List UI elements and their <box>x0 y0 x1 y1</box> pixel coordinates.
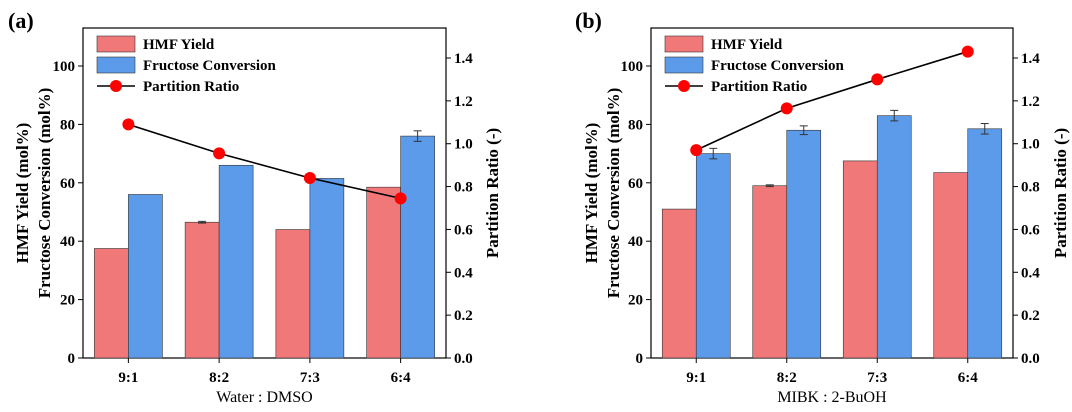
bar-hmf-yield <box>275 229 311 359</box>
x-axis-title: MIBK : 2-BuOH <box>777 389 887 406</box>
y2-tick-label: 0.4 <box>1021 265 1040 281</box>
partition-ratio-point <box>690 144 703 157</box>
x-tick-label: 6:4 <box>391 370 411 386</box>
y2-tick-label: 0.6 <box>1021 222 1040 238</box>
y2-tick-label: 1.4 <box>454 51 473 67</box>
y2-tick-label: 0.2 <box>1021 308 1040 324</box>
bar-fructose-conversion <box>786 129 822 359</box>
y-axis-title: Fructose Conversion (mol%) <box>35 88 54 299</box>
legend-swatch <box>664 56 704 74</box>
panel-label: (b) <box>575 8 602 33</box>
y2-tick-label: 0.4 <box>454 265 473 281</box>
partition-ratio-line <box>695 50 968 151</box>
y-tick-label: 80 <box>60 117 75 133</box>
partition-ratio-point <box>871 73 884 86</box>
y2-axis-title: Partition Ratio (-) <box>483 128 502 258</box>
bar-hmf-yield <box>661 208 697 359</box>
y2-tick-label: 0.0 <box>454 351 473 367</box>
bar-fructose-conversion <box>695 153 731 359</box>
y-tick-label: 100 <box>621 59 644 75</box>
y-tick-label: 0 <box>636 351 644 367</box>
legend-swatch <box>96 56 136 74</box>
partition-ratio-point <box>961 45 974 58</box>
x-tick-label: 8:2 <box>209 370 229 386</box>
bar-fructose-conversion <box>967 128 1003 359</box>
x-tick-label: 7:3 <box>300 370 320 386</box>
legend-label: Fructose Conversion <box>711 58 845 74</box>
bar-fructose-conversion <box>218 164 254 359</box>
y-tick-label: 40 <box>628 234 643 250</box>
y2-tick-label: 1.2 <box>454 94 473 110</box>
bar-hmf-yield <box>752 185 788 359</box>
x-tick-label: 9:1 <box>118 370 138 386</box>
legend-label: HMF Yield <box>143 37 215 53</box>
chart-panel-b: (b) 0 20 40 60 80 100 0.0 0.2 0.4 0.6 0.8 1.0 1.2 1.4 9… <box>575 8 1070 406</box>
y-tick-label: 40 <box>60 234 75 250</box>
legend-marker <box>110 80 122 92</box>
x-tick-label: 6:4 <box>958 370 978 386</box>
y2-tick-label: 1.2 <box>1021 94 1040 110</box>
bar-hmf-yield <box>842 160 878 359</box>
y-tick-label: 100 <box>53 59 76 75</box>
x-tick-label: 7:3 <box>867 370 887 386</box>
y2-tick-label: 0.8 <box>1021 180 1040 196</box>
legend-swatch <box>664 35 704 53</box>
bar-hmf-yield <box>366 186 401 359</box>
partition-ratio-point <box>213 147 226 160</box>
y-tick-label: 60 <box>628 176 643 192</box>
y-tick-label: 20 <box>628 293 643 309</box>
y2-tick-label: 1.4 <box>1021 51 1040 67</box>
plot-frame <box>82 27 447 359</box>
y2-tick-label: 1.0 <box>454 137 473 153</box>
y-axis-title: HMF Yield (mol%) <box>582 123 601 264</box>
x-tick-label: 9:1 <box>686 370 706 386</box>
bar-fructose-conversion <box>128 194 163 359</box>
bar-hmf-yield <box>94 248 129 359</box>
x-axis-title: Water : DMSO <box>216 389 312 406</box>
y-axis-title: Fructose Conversion (mol%) <box>604 88 623 299</box>
y2-tick-label: 0.0 <box>1021 351 1040 367</box>
panel-label: (a) <box>8 8 34 33</box>
legend-label: Partition Ratio <box>711 79 807 95</box>
bar-hmf-yield <box>184 221 220 359</box>
y2-tick-label: 1.0 <box>1021 137 1040 153</box>
y-tick-label: 0 <box>68 351 76 367</box>
y2-tick-label: 0.6 <box>454 222 473 238</box>
y-tick-label: 80 <box>628 117 643 133</box>
chart-panel-a: (a) 0 20 40 60 80 100 0.0 0.2 0.4 0.6 0.8 1.0 1.2 1.4 9… <box>8 8 502 406</box>
partition-ratio-point <box>303 172 316 184</box>
legend-label: Fructose Conversion <box>143 58 277 74</box>
bar-fructose-conversion <box>400 135 435 359</box>
y-tick-label: 60 <box>60 176 75 192</box>
x-tick-label: 8:2 <box>777 370 797 386</box>
partition-ratio-line <box>128 123 401 200</box>
legend-label: HMF Yield <box>711 37 783 53</box>
y-axis-title: HMF Yield (mol%) <box>13 123 32 264</box>
partition-ratio-point <box>394 192 407 205</box>
bar-fructose-conversion <box>309 178 345 359</box>
partition-ratio-point <box>122 118 135 131</box>
legend: HMF Yield Fructose Conversion Partition Ra… <box>96 35 277 95</box>
bar-hmf-yield <box>933 172 969 359</box>
legend-marker <box>678 80 690 92</box>
plot-frame <box>650 27 1014 359</box>
legend-label: Partition Ratio <box>143 79 239 95</box>
y2-axis-title: Partition Ratio (-) <box>1051 128 1070 258</box>
partition-ratio-point <box>780 102 793 115</box>
y2-tick-label: 0.8 <box>454 180 473 196</box>
y2-tick-label: 0.2 <box>454 308 473 324</box>
y-tick-label: 20 <box>60 293 75 309</box>
legend-swatch <box>96 35 136 53</box>
bar-fructose-conversion <box>876 115 912 359</box>
legend: HMF Yield Fructose Conversion Partition Ra… <box>664 35 845 95</box>
